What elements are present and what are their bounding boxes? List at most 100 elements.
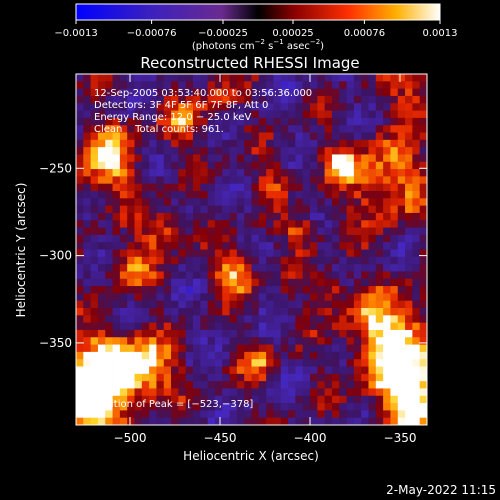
- heatmap-cell: [244, 117, 252, 126]
- heatmap-cell: [288, 154, 296, 163]
- heatmap-cell: [185, 373, 194, 382]
- heatmap-cell: [119, 191, 128, 199]
- heatmap-cell: [251, 154, 260, 163]
- heatmap-cell: [412, 176, 421, 185]
- heatmap-cell: [346, 249, 355, 258]
- heatmap-cell: [134, 264, 143, 272]
- heatmap-cell: [156, 344, 165, 353]
- heatmap-cell: [134, 373, 143, 382]
- heatmap-cell: [141, 198, 150, 207]
- heatmap-cell: [244, 132, 252, 141]
- heatmap-cell: [273, 205, 282, 214]
- heatmap-cell: [375, 220, 384, 228]
- heatmap-cell: [310, 242, 318, 250]
- heatmap-cell: [339, 81, 347, 90]
- heatmap-cell: [288, 366, 296, 375]
- heatmap-cell: [346, 183, 355, 192]
- heatmap-cell: [412, 373, 421, 382]
- heatmap-cell: [383, 351, 391, 360]
- heatmap-cell: [251, 74, 260, 82]
- heatmap-cell: [412, 139, 421, 148]
- heatmap-cell: [222, 286, 230, 294]
- heatmap-cell: [383, 337, 391, 345]
- heatmap-cell: [222, 366, 230, 375]
- heatmap-cell: [412, 417, 421, 425]
- heatmap-cell: [178, 337, 187, 345]
- heatmap-cell: [244, 81, 252, 90]
- heatmap-cell: [317, 388, 326, 397]
- heatmap-cell: [76, 88, 84, 97]
- heatmap-cell: [339, 351, 347, 360]
- heatmap-cell: [412, 293, 421, 302]
- heatmap-cell: [383, 154, 391, 163]
- heatmap-cell: [83, 95, 92, 104]
- heatmap-cell: [405, 256, 413, 265]
- heatmap-cell: [119, 117, 128, 126]
- heatmap-cell: [390, 337, 399, 345]
- heatmap-cell: [331, 191, 340, 199]
- heatmap-cell: [76, 322, 84, 331]
- heatmap-cell: [353, 271, 362, 280]
- heatmap-cell: [331, 278, 340, 287]
- heatmap-cell: [397, 205, 406, 214]
- heatmap-cell: [266, 74, 274, 82]
- heatmap-cell: [97, 191, 106, 199]
- heatmap-cell: [76, 74, 84, 82]
- heatmap-cell: [273, 227, 282, 236]
- heatmap-cell: [149, 234, 157, 243]
- heatmap-cell: [324, 344, 333, 353]
- heatmap-cell: [244, 300, 252, 309]
- heatmap-cell: [317, 74, 326, 82]
- heatmap-cell: [156, 329, 165, 338]
- heatmap-cell: [149, 227, 157, 236]
- heatmap-cell: [112, 154, 121, 163]
- heatmap-cell: [171, 381, 179, 389]
- heatmap-cell: [302, 286, 311, 294]
- heatmap-cell: [390, 110, 399, 119]
- heatmap-cell: [397, 147, 406, 155]
- heatmap-cell: [346, 293, 355, 302]
- heatmap-cell: [353, 176, 362, 185]
- heatmap-cell: [390, 212, 399, 221]
- heatmap-cell: [368, 337, 377, 345]
- heatmap-cell: [229, 315, 238, 324]
- heatmap-cell: [419, 278, 427, 287]
- heatmap-cell: [295, 337, 304, 345]
- heatmap-cell: [127, 351, 135, 360]
- heatmap-cell: [383, 388, 391, 397]
- heatmap-cell: [105, 176, 113, 185]
- heatmap-cell: [134, 88, 143, 97]
- heatmap-cell: [134, 293, 143, 302]
- heatmap-cell: [236, 315, 245, 324]
- heatmap-cell: [317, 286, 326, 294]
- heatmap-cell: [156, 293, 165, 302]
- heatmap-cell: [295, 373, 304, 382]
- heatmap-cell: [200, 169, 209, 177]
- heatmap-cell: [361, 176, 369, 185]
- heatmap-cell: [397, 169, 406, 177]
- heatmap-cell: [185, 227, 194, 236]
- heatmap-cell: [353, 329, 362, 338]
- heatmap-cell: [310, 410, 318, 419]
- heatmap-cell: [222, 103, 230, 111]
- heatmap-cell: [178, 388, 187, 397]
- heatmap-cell: [310, 125, 318, 133]
- heatmap-cell: [236, 359, 245, 367]
- heatmap-cell: [390, 293, 399, 302]
- heatmap-cell: [302, 300, 311, 309]
- heatmap-cell: [207, 139, 216, 148]
- heatmap-cell: [405, 234, 413, 243]
- heatmap-cell: [390, 103, 399, 111]
- heatmap-cell: [383, 74, 391, 82]
- heatmap-cell: [134, 395, 143, 404]
- heatmap-cell: [295, 234, 304, 243]
- heatmap-cell: [331, 315, 340, 324]
- heatmap-cell: [397, 103, 406, 111]
- heatmap-cell: [178, 293, 187, 302]
- heatmap-cell: [397, 191, 406, 199]
- heatmap-cell: [390, 322, 399, 331]
- heatmap-cell: [156, 132, 165, 141]
- heatmap-cell: [112, 227, 121, 236]
- heatmap-cell: [244, 388, 252, 397]
- heatmap-cell: [105, 161, 113, 170]
